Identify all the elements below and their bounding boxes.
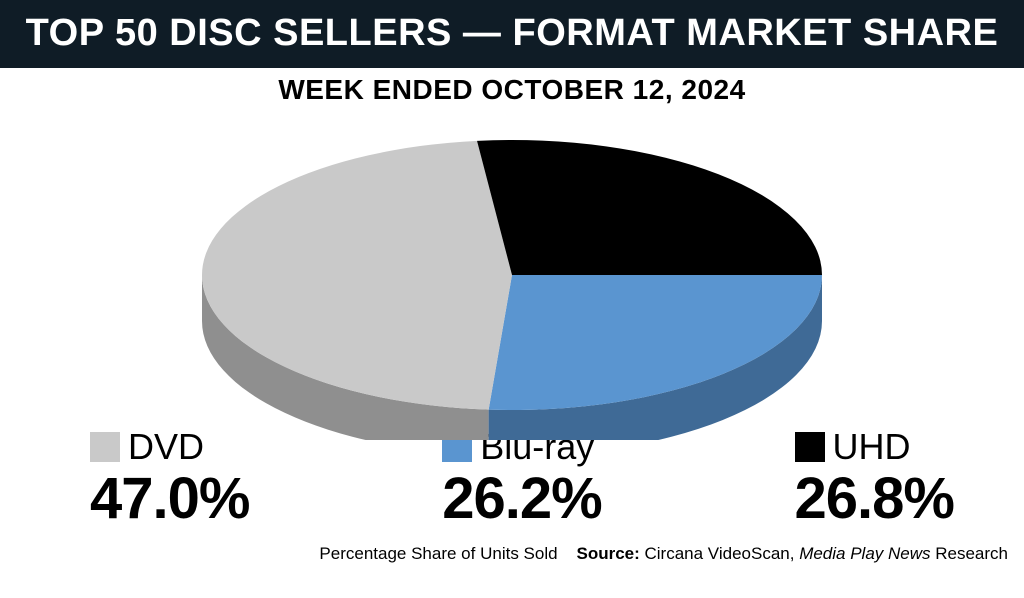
footer-source-plain: Circana VideoScan,	[640, 544, 799, 563]
pie-svg	[0, 100, 1024, 440]
legend-row: DVD 47.0% Blu-ray 26.2% UHD 26.8%	[0, 426, 1024, 528]
legend-pct-bluray: 26.2%	[442, 470, 601, 528]
header-bar: TOP 50 DISC SELLERS — FORMAT MARKET SHAR…	[0, 0, 1024, 68]
legend-pct-dvd: 47.0%	[90, 470, 249, 528]
footer-source-tail: Research	[931, 544, 1008, 563]
legend-item-bluray: Blu-ray 26.2%	[442, 426, 601, 528]
footer-source-italic: Media Play News	[799, 544, 930, 563]
footer-source-label: Source:	[576, 544, 639, 563]
pie-chart	[0, 100, 1024, 430]
footer-lead: Percentage Share of Units Sold	[319, 544, 557, 563]
legend-pct-uhd: 26.8%	[795, 470, 954, 528]
footer: Percentage Share of Units Sold Source: C…	[0, 528, 1024, 564]
page-title: TOP 50 DISC SELLERS — FORMAT MARKET SHAR…	[26, 12, 999, 54]
legend-item-uhd: UHD 26.8%	[795, 426, 954, 528]
legend-item-dvd: DVD 47.0%	[90, 426, 249, 528]
